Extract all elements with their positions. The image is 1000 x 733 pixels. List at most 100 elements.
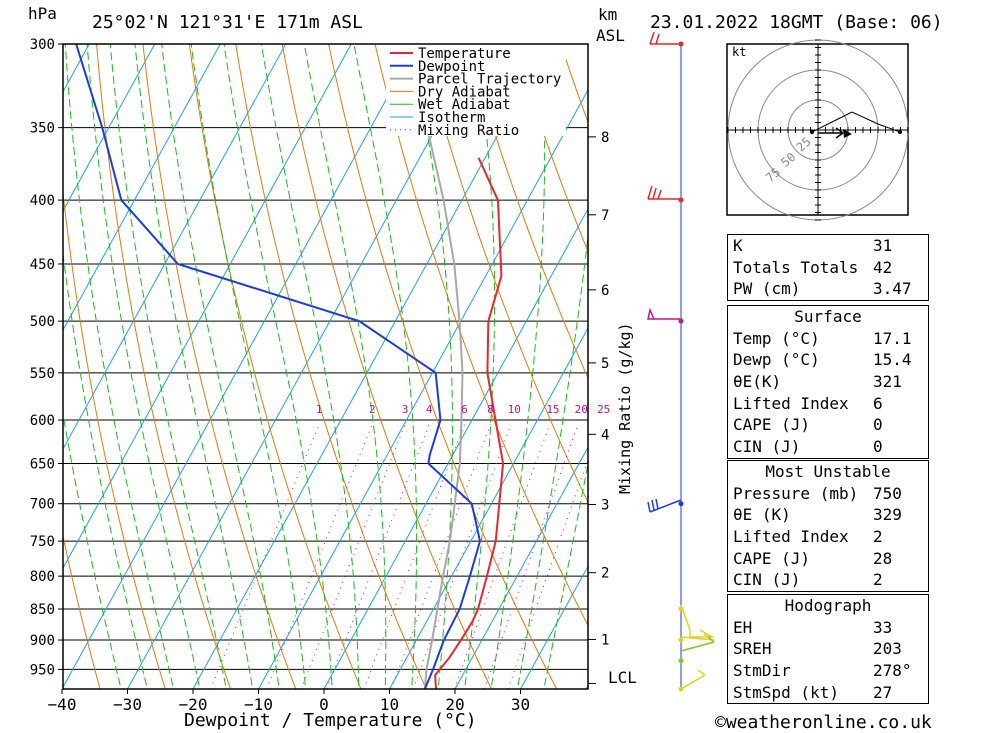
y-tick-label: 500 bbox=[30, 314, 55, 330]
index-label: EH bbox=[733, 617, 753, 637]
isotherm-line bbox=[323, 207, 588, 689]
mixing-ratio-label: 1 bbox=[316, 403, 323, 416]
index-value: 321 bbox=[873, 372, 902, 392]
mixing-ratio-line bbox=[507, 458, 588, 689]
isotherm-line bbox=[63, 44, 221, 331]
index-label: CIN (J) bbox=[733, 437, 801, 457]
km-tick-label: 3 bbox=[601, 497, 609, 513]
dry-adiabat-line bbox=[188, 44, 362, 689]
index-value: 0 bbox=[873, 437, 883, 457]
index-label: StmSpd (kt) bbox=[733, 682, 839, 702]
y-tick-label: 700 bbox=[30, 497, 55, 513]
wind-level-dot bbox=[678, 637, 684, 643]
isotherm-line bbox=[0, 44, 24, 689]
y-tick-label: 550 bbox=[30, 366, 55, 382]
mixing-ratio-line bbox=[363, 424, 465, 689]
index-value: 33 bbox=[873, 617, 893, 637]
most-unstable-title: Most Unstable bbox=[765, 462, 891, 481]
isotherm-line bbox=[63, 44, 156, 212]
storm-motion-arrowhead bbox=[843, 129, 852, 138]
wind-level-dot bbox=[678, 41, 684, 47]
hodograph-point bbox=[898, 130, 902, 134]
x-tick-label: −30 bbox=[113, 695, 142, 714]
wind-barb bbox=[649, 31, 681, 45]
isotherm-line bbox=[63, 44, 418, 689]
index-value: 3.47 bbox=[873, 279, 912, 299]
plot-frame bbox=[62, 43, 589, 690]
x-tick-label: 30 bbox=[511, 695, 530, 714]
index-label: Totals Totals bbox=[733, 257, 859, 277]
location-title: 25°02'N 121°31'E 171m ASL bbox=[92, 12, 363, 33]
hodograph-unit: kt bbox=[732, 45, 747, 59]
x-tick-label: −40 bbox=[48, 695, 77, 714]
wet-adiabat-line bbox=[260, 44, 360, 689]
y-tick-label: 950 bbox=[30, 662, 55, 678]
plot-area bbox=[0, 44, 1000, 689]
hodograph-trace bbox=[811, 111, 901, 133]
wind-barb bbox=[680, 636, 715, 652]
copyright: ©weatheronline.co.uk bbox=[715, 712, 932, 733]
y-tick-label: 900 bbox=[30, 633, 55, 649]
wind-barb bbox=[647, 185, 681, 200]
indices-hodograph-box: Hodograph EH 33 SREH 203 StmDir 278° StmSpd… bbox=[727, 594, 929, 705]
wet-adiabat-line bbox=[303, 44, 387, 689]
y-tick-label: 350 bbox=[30, 121, 55, 137]
index-label: CAPE (J) bbox=[733, 548, 811, 568]
dry-adiabat-line bbox=[374, 44, 588, 627]
isotherm-line bbox=[127, 44, 483, 689]
y-tick-label: 650 bbox=[30, 456, 55, 472]
hodograph-point bbox=[810, 130, 814, 134]
index-label: Lifted Index bbox=[733, 527, 849, 547]
mixing-ratio-label: 15 bbox=[546, 403, 559, 416]
y-tick-label: 400 bbox=[30, 193, 55, 209]
wet-adiabat-line bbox=[161, 44, 280, 689]
x-axis-title: Dewpoint / Temperature (°C) bbox=[184, 710, 477, 731]
km-tick-label: 1 bbox=[601, 632, 609, 648]
dry-adiabat-line bbox=[328, 44, 558, 689]
index-value: 203 bbox=[873, 639, 902, 659]
wet-adiabat-line bbox=[410, 44, 453, 689]
km-unit-label: km bbox=[598, 5, 618, 24]
wind-level-dot bbox=[678, 318, 684, 324]
wind-level-dot bbox=[678, 686, 684, 692]
wind-level-dot bbox=[678, 658, 684, 664]
wind-barb bbox=[647, 498, 682, 513]
dry-adiabat-line bbox=[513, 44, 588, 253]
legend-label: Dewpoint bbox=[418, 59, 485, 75]
dry-adiabat-line bbox=[932, 44, 1000, 689]
mixing-ratio-line bbox=[453, 424, 551, 689]
mixing-ratio-axis-title: Mixing Ratio (g/kg) bbox=[616, 322, 634, 494]
indices-most-unstable-box: Most Unstable Pressure (mb) 750 θE (K) 329… bbox=[727, 460, 929, 593]
km-tick-label: 5 bbox=[601, 356, 609, 372]
dry-adiabat-line bbox=[420, 44, 588, 504]
index-label: θE (K) bbox=[733, 505, 791, 525]
wet-adiabat-line bbox=[86, 44, 201, 689]
parcel-trajectory-line bbox=[402, 44, 464, 689]
km-tick-label: 4 bbox=[601, 427, 609, 443]
wind-barb bbox=[680, 669, 706, 690]
index-label: θE(K) bbox=[733, 372, 782, 392]
index-label: StmDir bbox=[733, 661, 791, 681]
index-label: PW (cm) bbox=[733, 279, 801, 299]
index-value: 0 bbox=[873, 415, 883, 435]
x-tick-label: 10 bbox=[380, 695, 399, 714]
legend-label: Dry Adiabat bbox=[418, 84, 511, 100]
km-tick-label: 6 bbox=[601, 283, 609, 299]
lcl-label: LCL bbox=[608, 668, 637, 687]
y-tick-label: 750 bbox=[30, 534, 55, 550]
wet-adiabat-line bbox=[464, 44, 496, 689]
isotherm-line bbox=[192, 44, 549, 689]
indices-surface-box: Surface Temp (°C) 17.1 Dewp (°C) 15.4 θE(K… bbox=[727, 305, 929, 459]
wet-adiabat-line bbox=[353, 44, 418, 689]
km-tick-label: 7 bbox=[601, 208, 609, 224]
wet-adiabat-line bbox=[64, 44, 175, 689]
mixing-ratio-label: 25 bbox=[597, 403, 610, 416]
wet-adiabat-line bbox=[134, 44, 254, 689]
wind-barb bbox=[680, 604, 715, 638]
mixing-ratio-line bbox=[266, 424, 373, 689]
index-value: 31 bbox=[873, 236, 893, 255]
temperature-line bbox=[434, 157, 505, 689]
